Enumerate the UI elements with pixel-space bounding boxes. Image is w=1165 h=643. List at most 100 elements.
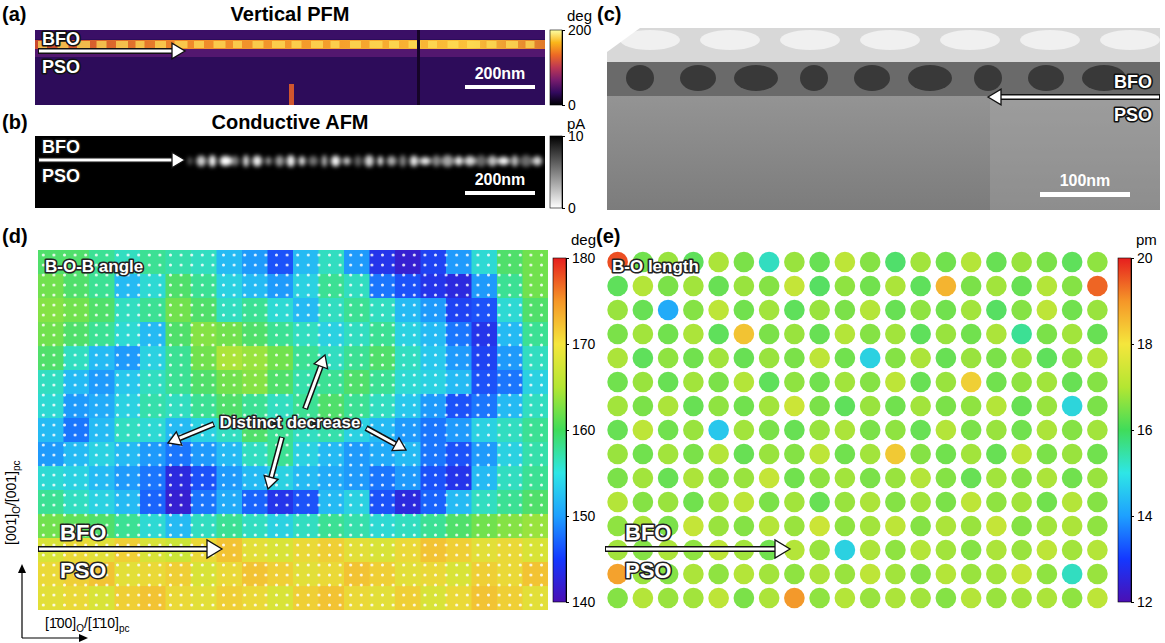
cell [708,588,729,609]
arrow-head [264,476,278,489]
cell [784,348,805,369]
cell [607,348,628,369]
colorbar-axis: 1214161820 [1131,250,1153,610]
image-spot [209,155,217,167]
cell [759,324,780,345]
cell [734,348,755,369]
cell [683,324,704,345]
cell [1011,372,1032,393]
panel-letter: (a) [2,3,26,25]
cell [607,372,628,393]
cell [1037,540,1058,561]
cell [1087,396,1108,417]
cell [1062,516,1083,537]
cell [885,420,906,441]
cell [734,564,755,585]
cell [759,588,780,609]
cell [633,348,654,369]
cell [910,468,931,489]
image-texture [854,65,890,91]
image-texture [506,41,518,48]
cell [1062,588,1083,609]
cell [1087,516,1108,537]
cell [683,420,704,441]
cell [1037,348,1058,369]
cell [1087,276,1108,297]
arrow [168,424,214,445]
cell [809,324,830,345]
cell [1087,492,1108,513]
cell [658,372,679,393]
cell [986,396,1007,417]
tick-mark [1131,430,1134,431]
panel-a: (a)Vertical PFMBFOPSO200nm0200deg [2,3,592,113]
image-spot [487,156,497,167]
image-texture [974,65,1002,91]
tick-mark [566,602,569,603]
cell [633,300,654,321]
scale-bar [1040,192,1130,197]
cell [1062,492,1083,513]
cell [784,300,805,321]
arrow-head [168,432,182,445]
arrow-outline [1001,94,1160,100]
cell [1062,540,1083,561]
cell [809,300,830,321]
cell [809,396,830,417]
image-texture [680,65,716,91]
cell [860,516,881,537]
cell [961,276,982,297]
cell [683,276,704,297]
cell [986,252,1007,273]
colorbar-unit: deg [571,231,596,248]
cell [708,252,729,273]
cell [885,324,906,345]
cell [809,516,830,537]
arrow-head [988,89,1001,105]
image-spot [364,155,374,167]
cell [708,300,729,321]
cell [961,300,982,321]
image-texture [700,30,760,50]
cell [708,348,729,369]
cell [1087,540,1108,561]
image-spot [343,157,351,165]
cell [910,348,931,369]
arrow-outline [38,157,172,163]
cell [1062,444,1083,465]
cell [1062,324,1083,345]
tick: 16 [1131,422,1153,438]
cell [734,420,755,441]
tick-label: 0 [568,97,576,113]
cell [1037,492,1058,513]
tick: 18 [1131,336,1153,352]
cell [835,516,856,537]
cell [633,420,654,441]
image-texture [908,65,952,91]
cell [1037,564,1058,585]
axis-arrow-head [79,634,88,642]
cell [835,468,856,489]
cell [809,276,830,297]
tick: 12 [1131,594,1153,610]
cell [1011,300,1032,321]
cell [835,276,856,297]
cell [759,444,780,465]
cell [936,588,957,609]
cell [784,468,805,489]
image-texture [233,41,242,48]
panel-c: (c)BFOPSO100nm [597,3,1160,210]
arrow-outline [366,428,395,444]
cell [860,492,881,513]
cell [708,492,729,513]
colorbar-axis: 010 [562,128,584,216]
arrow-shaft [271,438,282,477]
colorbar-axis: 0200 [562,22,592,113]
image-spot [432,155,441,166]
image-spot [399,155,406,167]
tick: 0 [562,97,576,113]
cell [784,420,805,441]
cell [986,468,1007,489]
map-title: B-O-B angle [45,257,143,276]
axis-title-part: pc [11,460,22,471]
